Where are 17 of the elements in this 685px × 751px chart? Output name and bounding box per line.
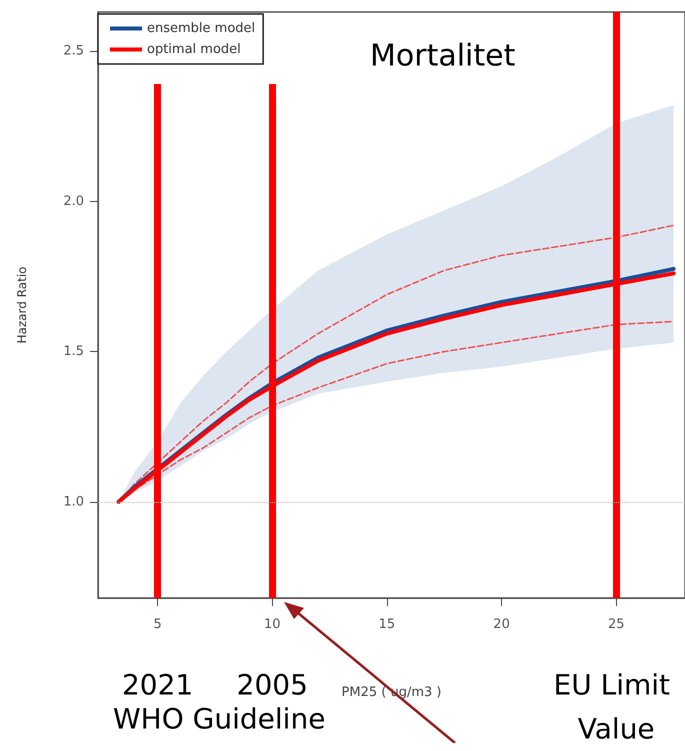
legend-label: ensemble model — [147, 21, 256, 36]
y-tick-label: 1.5 — [63, 344, 84, 360]
x-tick-label: 10 — [264, 617, 281, 632]
x-tick-label: 15 — [378, 617, 396, 632]
y-tick-label: 2.0 — [63, 194, 84, 209]
text: 2005 — [236, 668, 308, 702]
y-axis-title: Hazard Ratio — [15, 266, 29, 344]
y-tick-label: 2.5 — [63, 44, 84, 59]
legend-label: optimal model — [147, 42, 241, 57]
text: 2021 — [122, 668, 194, 702]
x-tick-label: 25 — [608, 617, 624, 632]
x-tick-label: 20 — [493, 617, 510, 632]
x-tick-label: 5 — [153, 617, 162, 632]
text: Mortalitet — [370, 38, 516, 74]
text: EU Limit Value — [554, 668, 679, 746]
text: WHO Guideline — [113, 702, 326, 736]
y-tick-label: 1.0 — [63, 494, 84, 510]
